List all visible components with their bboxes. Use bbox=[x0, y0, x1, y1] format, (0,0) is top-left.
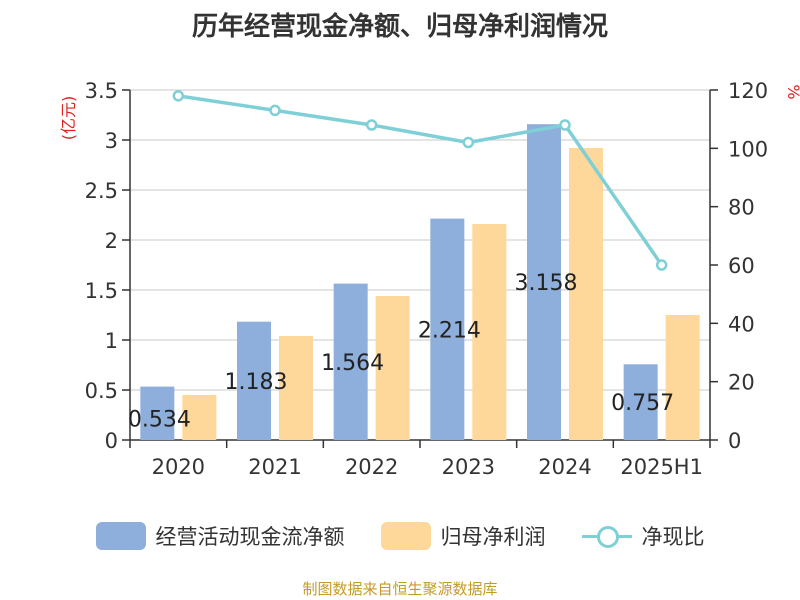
left-axis-tick-label: 1 bbox=[105, 329, 118, 353]
x-axis-tick-label: 2021 bbox=[248, 455, 301, 479]
left-axis-tick-label: 0.5 bbox=[85, 379, 118, 403]
bar-cash bbox=[430, 218, 465, 440]
left-axis-tick-label: 3.5 bbox=[85, 79, 118, 103]
data-label-cash: 1.183 bbox=[225, 370, 288, 395]
point-ratio bbox=[462, 136, 475, 149]
point-ratio bbox=[559, 119, 571, 131]
right-axis-tick-label: 20 bbox=[728, 371, 755, 395]
point-ratio bbox=[269, 104, 281, 117]
bar-cash bbox=[527, 124, 561, 440]
x-axis-tick-label: 2024 bbox=[538, 455, 591, 479]
chart-title: 历年经营现金净额、归母净利润情况 bbox=[191, 12, 608, 42]
right-axis-tick-label: 80 bbox=[728, 196, 755, 220]
bar-profit bbox=[665, 315, 700, 440]
right-axis-tick-label: 120 bbox=[728, 79, 768, 103]
legend-label-cash: 经营活动现金流净额 bbox=[155, 525, 345, 549]
bar-cash bbox=[140, 386, 175, 440]
right-axis-tick-label: 40 bbox=[728, 312, 755, 336]
legend-item-cash[interactable]: 经营活动现金流净额 bbox=[95, 521, 345, 551]
point-ratio bbox=[655, 259, 668, 271]
bar-profit bbox=[375, 296, 410, 440]
data-label-cash: 0.757 bbox=[611, 391, 674, 416]
data-label-cash: 2.214 bbox=[418, 318, 481, 343]
left-axis-unit: (亿元) bbox=[59, 96, 78, 141]
x-axis-tick-label: 2020 bbox=[152, 455, 205, 479]
left-axis-tick-label: 2.5 bbox=[85, 179, 118, 203]
data-label-cash: 3.158 bbox=[515, 271, 578, 296]
legend-swatch-cash bbox=[95, 522, 146, 550]
bar-profit bbox=[182, 395, 217, 440]
bar-cash bbox=[237, 321, 271, 440]
point-ratio bbox=[365, 119, 378, 131]
bar-cash bbox=[623, 364, 658, 440]
right-axis-tick-label: 60 bbox=[728, 254, 755, 278]
right-axis-tick-label: 100 bbox=[728, 137, 768, 161]
source-note: 制图数据来自恒生聚源数据库 bbox=[302, 580, 498, 598]
x-axis-tick-label: 2023 bbox=[442, 455, 495, 479]
line-ratio bbox=[178, 94, 664, 266]
left-axis-tick-label: 2 bbox=[105, 229, 118, 253]
data-label-cash: 1.564 bbox=[321, 351, 384, 376]
x-axis-tick-label: 2025H1 bbox=[620, 455, 703, 479]
data-label-cash: 0.534 bbox=[128, 408, 191, 433]
legend: 经营活动现金流净额 归母净利润 净现比 bbox=[0, 518, 800, 554]
left-axis-tick-label: 3 bbox=[105, 129, 118, 153]
bar-profit bbox=[569, 148, 603, 440]
right-axis-unit: % bbox=[784, 84, 800, 99]
legend-item-ratio[interactable]: 净现比 bbox=[581, 521, 705, 551]
left-axis-tick-label: 1.5 bbox=[85, 279, 118, 303]
legend-item-profit[interactable]: 归母净利润 bbox=[380, 521, 546, 551]
legend-swatch-ratio bbox=[581, 522, 632, 550]
legend-label-profit: 归母净利润 bbox=[440, 525, 546, 549]
x-axis-tick-label: 2022 bbox=[345, 455, 398, 479]
legend-label-ratio: 净现比 bbox=[641, 525, 705, 549]
point-ratio bbox=[172, 90, 185, 102]
bar-cash bbox=[333, 283, 368, 440]
right-axis-tick-label: 0 bbox=[728, 429, 741, 453]
bar-profit bbox=[472, 224, 507, 440]
legend-swatch-profit bbox=[380, 522, 431, 550]
left-axis-tick-label: 0 bbox=[105, 429, 118, 453]
bar-profit bbox=[279, 336, 313, 440]
